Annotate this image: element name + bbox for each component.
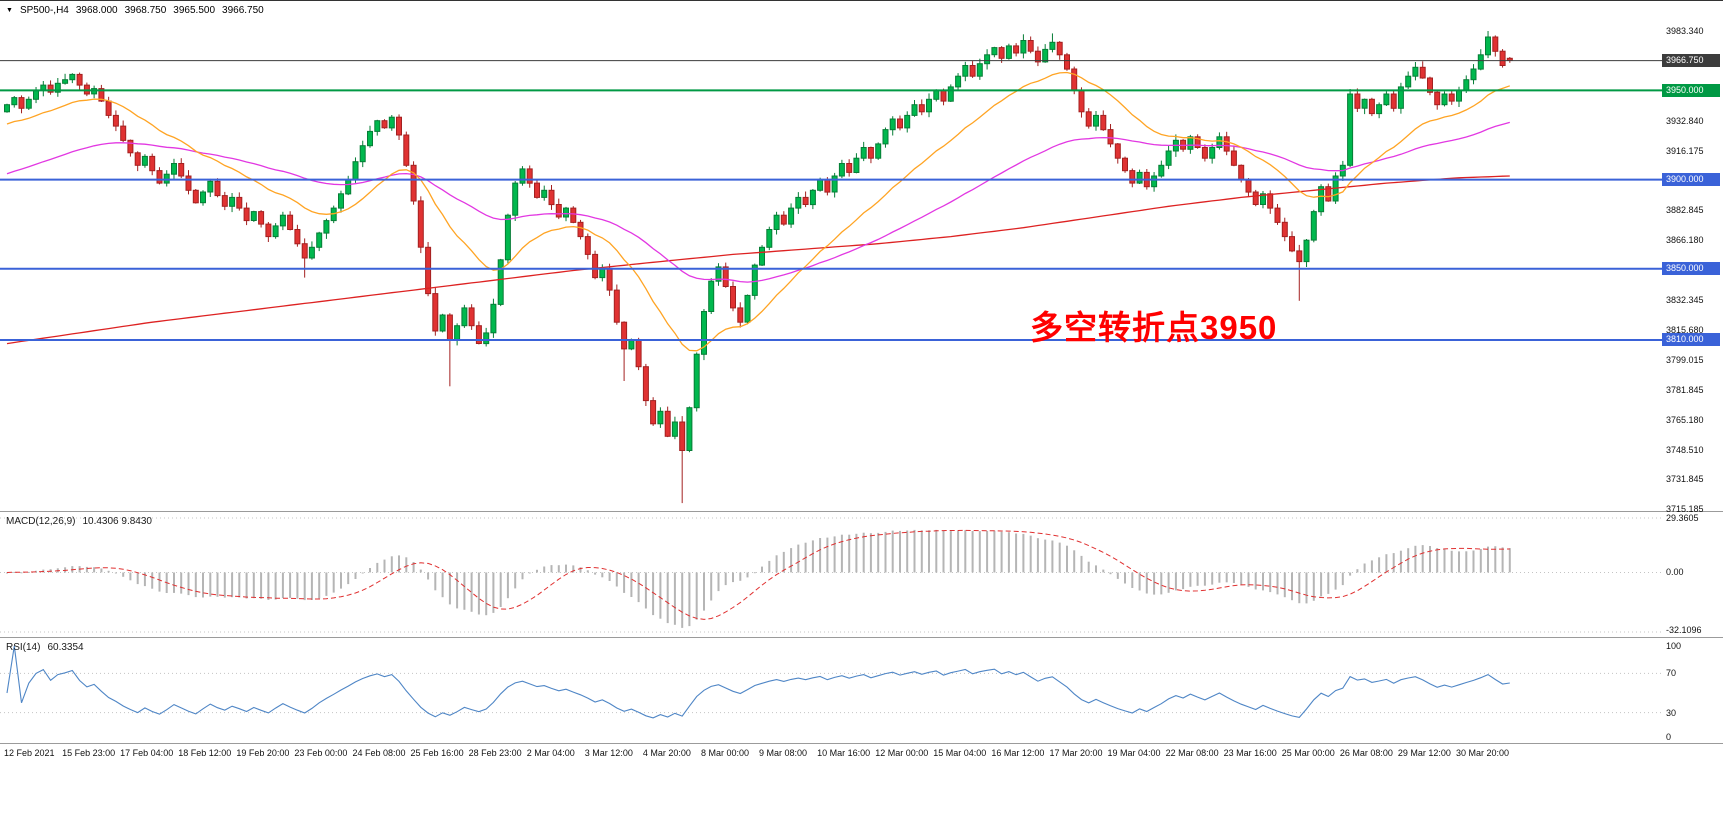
price-grid-label: 3748.510 (1666, 444, 1704, 455)
time-label: 8 Mar 00:00 (700, 748, 749, 758)
panel-separators (0, 511, 1723, 744)
time-label: 12 Mar 00:00 (875, 748, 929, 758)
candles (4, 31, 1513, 504)
ohlc-open: 3968.000 (75, 5, 118, 16)
ma-medium-magenta (6, 121, 1510, 283)
price-grid-label: 3916.175 (1666, 145, 1704, 156)
chart-header: ▼ SP500-,H4 3968.000 3968.750 3965.500 3… (6, 5, 264, 16)
time-label: 25 Mar 00:00 (1281, 748, 1335, 758)
price-grid-label: 3715.185 (1666, 504, 1704, 514)
chart-marker-icon: ▼ (6, 6, 13, 14)
time-label: 4 Mar 20:00 (642, 748, 691, 758)
chart-annotation-text[interactable]: 多空转折点3950 (1030, 309, 1278, 346)
time-label: 2 Mar 04:00 (526, 748, 575, 758)
rsi-scale-label: 100 (1666, 641, 1682, 651)
macd-name: MACD(12,26,9) (6, 516, 76, 527)
time-label: 29 Mar 12:00 (1397, 748, 1451, 758)
price-grid-label: 3799.015 (1666, 354, 1704, 365)
time-label: 16 Mar 12:00 (991, 748, 1045, 758)
rsi-indicator-label: RSI(14) 60.3354 (6, 642, 84, 653)
time-label: 9 Mar 08:00 (759, 748, 808, 758)
time-label: 3 Mar 12:00 (584, 748, 633, 758)
macd-histogram (6, 529, 1511, 628)
ohlc-low: 3965.500 (173, 5, 216, 16)
time-label: 23 Mar 16:00 (1223, 748, 1277, 758)
rsi-value: 60.3354 (47, 642, 84, 653)
price-grid-label: 3832.345 (1666, 295, 1704, 306)
time-label: 28 Feb 23:00 (468, 748, 522, 758)
price-level-badge: 3850.000 (1662, 262, 1720, 276)
time-label: 24 Feb 08:00 (352, 748, 406, 758)
macd-scale-label: -32.1096 (1666, 625, 1702, 635)
time-label: 19 Feb 20:00 (236, 748, 290, 758)
time-label: 15 Feb 23:00 (62, 748, 116, 758)
ma-slow-red (6, 175, 1510, 345)
symbol-timeframe-label: SP500-,H4 (19, 5, 69, 16)
price-grid-label: 3781.845 (1666, 385, 1704, 396)
price-grid-label: 3866.180 (1666, 234, 1704, 245)
time-label: 26 Mar 08:00 (1339, 748, 1393, 758)
horizontal-levels (0, 60, 1662, 341)
ohlc-high: 3968.750 (124, 5, 167, 16)
macd-signal-line (6, 529, 1510, 620)
macd-scale-label: 0.00 (1666, 567, 1684, 578)
price-level-badge: 3810.000 (1662, 333, 1720, 347)
price-axis[interactable]: 3983.340 3932.840 3916.175 3882.845 3866.180… (1662, 1, 1723, 840)
rsi-name: RSI(14) (6, 642, 41, 653)
rsi-scale-label: 70 (1666, 668, 1677, 679)
macd-indicator-label: MACD(12,26,9) 10.4306 9.8430 (6, 516, 152, 527)
rsi-line (6, 645, 1510, 719)
macd-values: 10.4306 9.8430 (82, 516, 152, 527)
price-level-badge: 3950.000 (1662, 83, 1720, 97)
time-label: 12 Feb 2021 (4, 748, 55, 758)
time-label: 19 Mar 04:00 (1107, 748, 1161, 758)
price-grid-label: 3815.680 (1666, 324, 1704, 335)
price-level-badge: 3900.000 (1662, 173, 1720, 187)
time-label: 30 Mar 20:00 (1456, 748, 1510, 758)
moving-averages (6, 71, 1511, 352)
price-level-badge: 3966.750 (1662, 54, 1720, 68)
time-label: 17 Feb 04:00 (120, 748, 174, 758)
time-axis[interactable]: 12 Feb 2021 15 Feb 23:00 17 Feb 04:00 18 Fe… (0, 743, 1723, 769)
time-label: 23 Feb 00:00 (294, 748, 348, 758)
time-label: 17 Mar 20:00 (1049, 748, 1103, 758)
time-label: 25 Feb 16:00 (410, 748, 464, 758)
price-grid-label: 3983.340 (1666, 26, 1704, 36)
time-label: 18 Feb 12:00 (178, 748, 232, 758)
time-label: 22 Mar 08:00 (1165, 748, 1219, 758)
price-grid-label: 3932.840 (1666, 116, 1704, 127)
macd-scale-label: 29.3605 (1666, 513, 1699, 523)
price-grid-label: 3882.845 (1666, 205, 1704, 216)
ma-fast-orange (6, 71, 1511, 352)
indicator-gridlines (0, 517, 1662, 714)
price-grid-label: 3765.180 (1666, 414, 1704, 425)
time-label: 10 Mar 16:00 (817, 748, 871, 758)
ohlc-close: 3966.750 (222, 5, 264, 16)
time-label: 15 Mar 04:00 (933, 748, 987, 758)
price-grid-label: 3731.845 (1666, 474, 1704, 485)
rsi-scale-label: 30 (1666, 707, 1677, 718)
rsi-scale-label: 0 (1666, 732, 1672, 742)
